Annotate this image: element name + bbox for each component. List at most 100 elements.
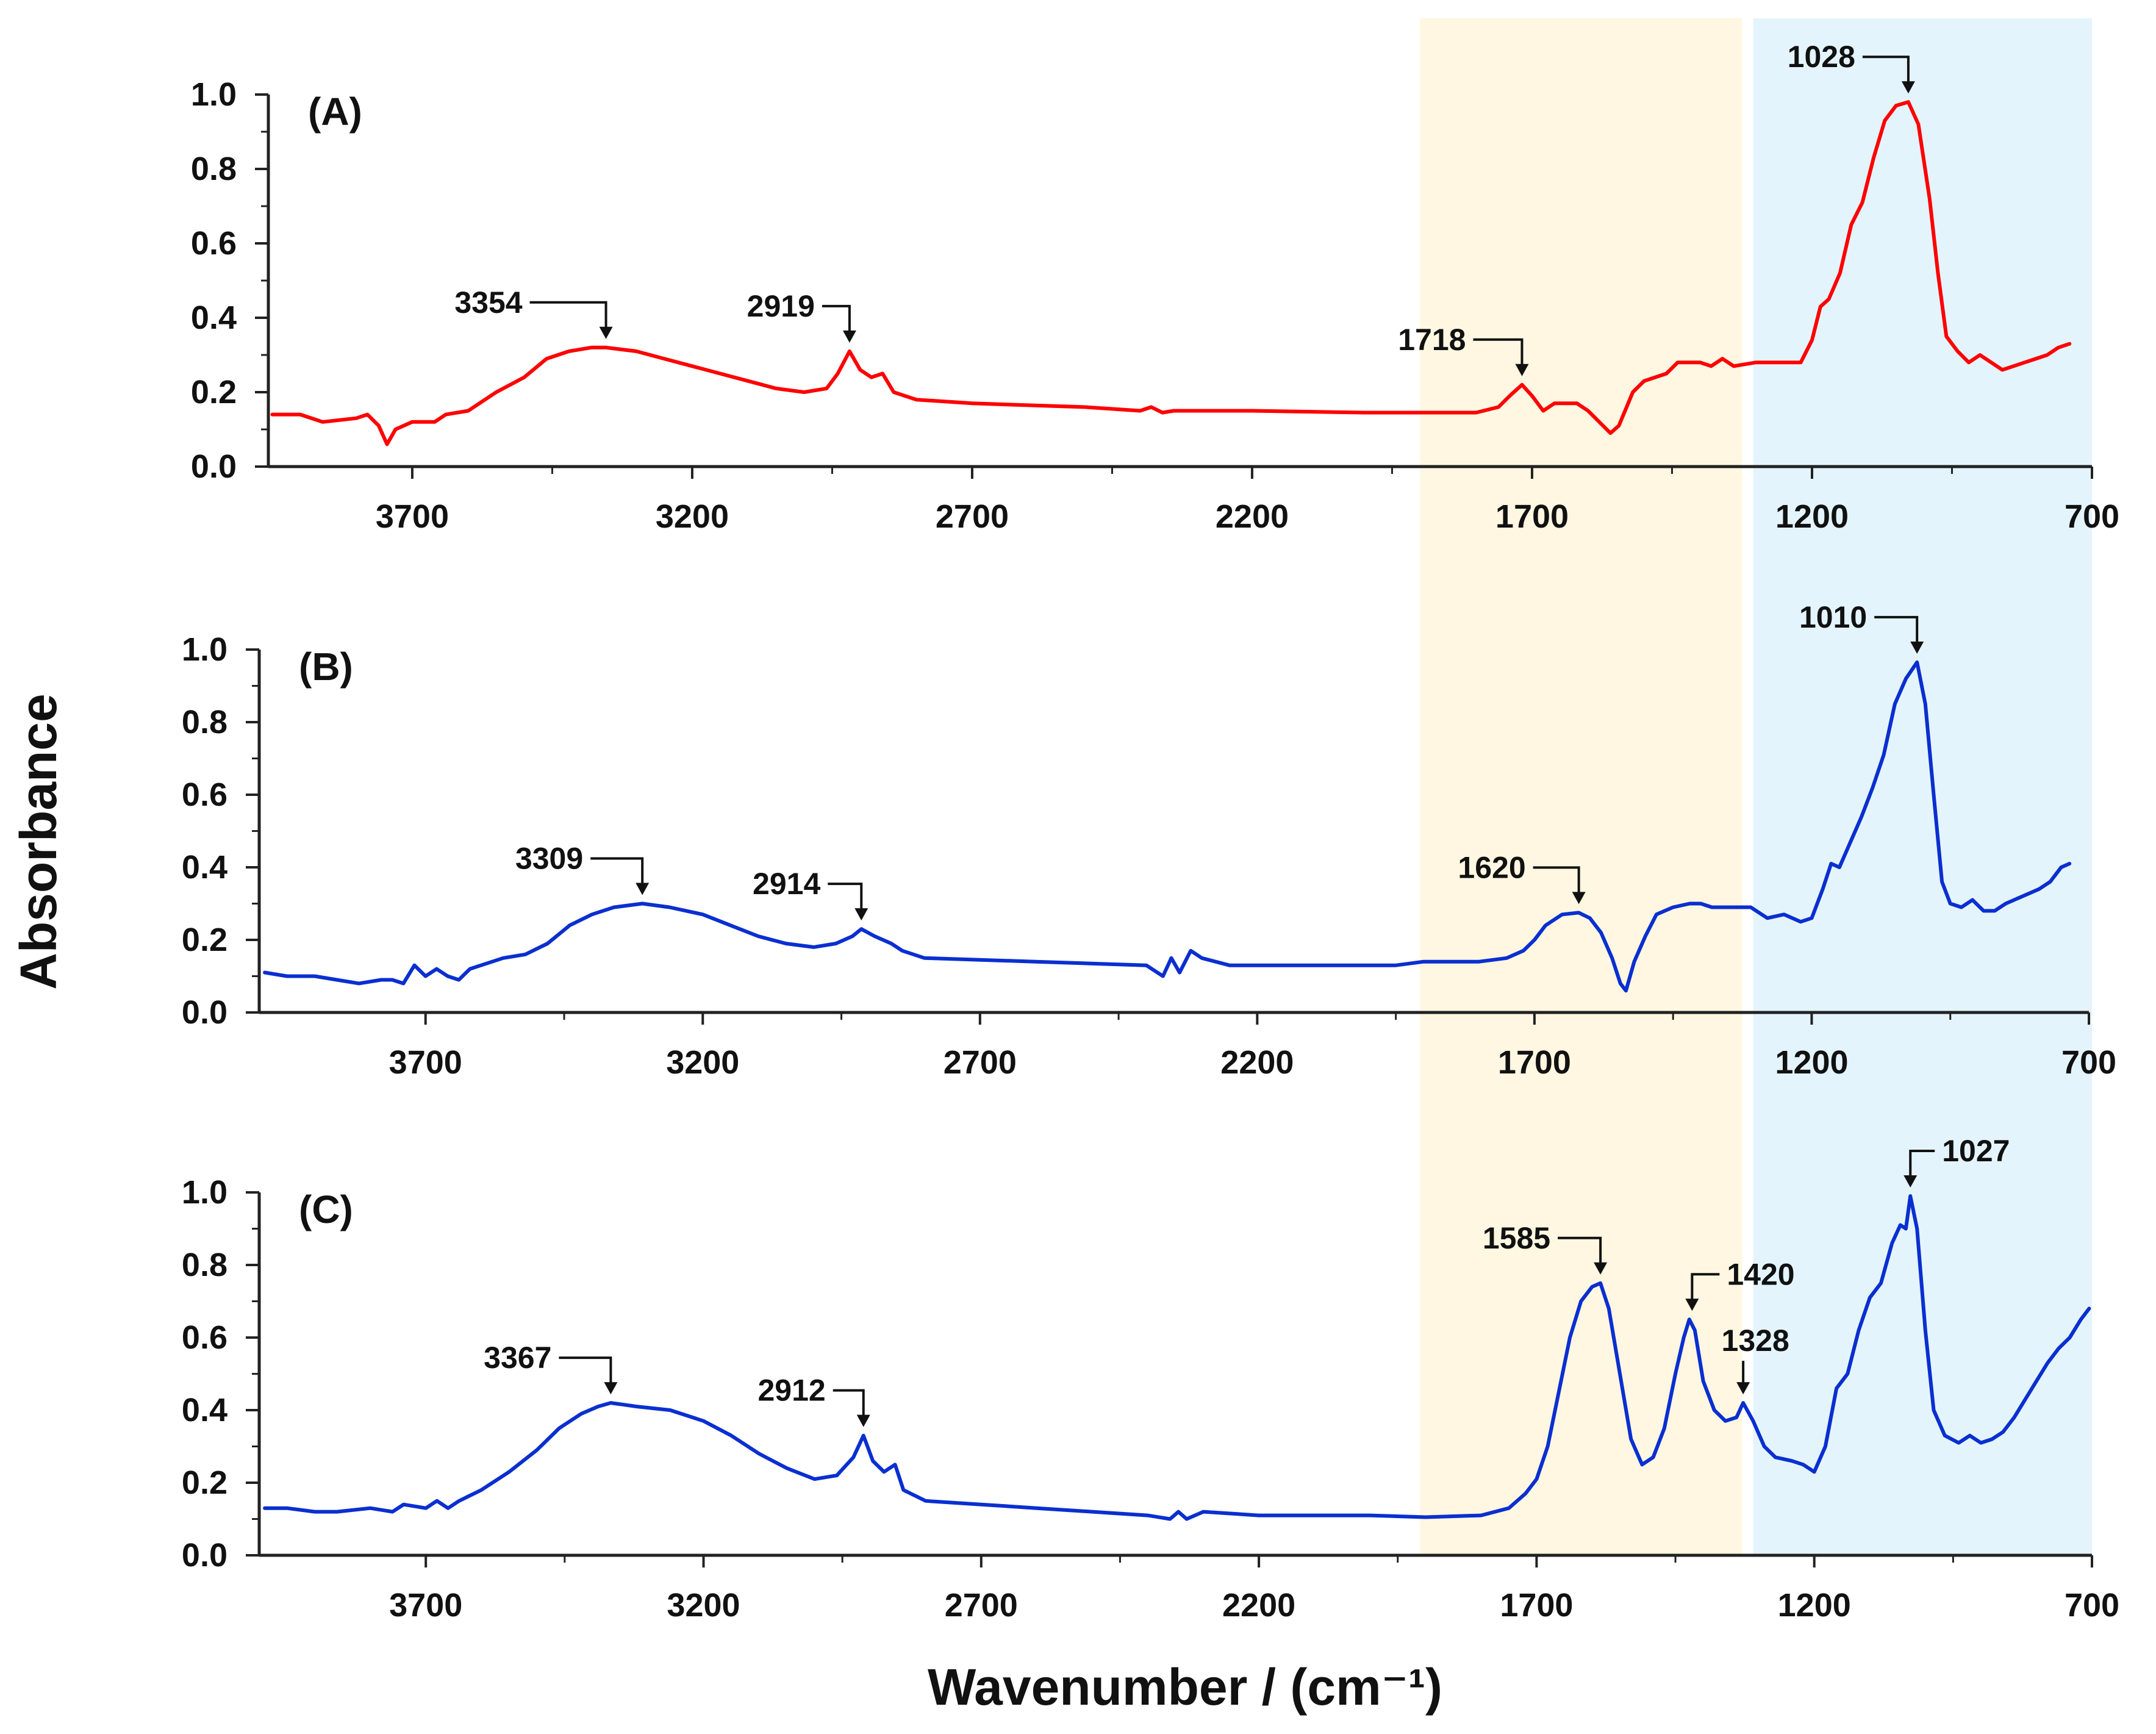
y-tick-label: 1.0 bbox=[182, 631, 227, 668]
y-tick-label: 0.0 bbox=[182, 1537, 227, 1574]
annotation-arrow bbox=[590, 857, 644, 884]
peak-annotation: 2912 bbox=[758, 1374, 870, 1427]
y-tick-label: 0.2 bbox=[191, 374, 237, 410]
annotation-label: 1420 bbox=[1727, 1257, 1794, 1291]
annotation-arrowhead bbox=[599, 326, 613, 339]
x-tick-label: 1700 bbox=[1500, 1587, 1573, 1624]
annotation-label: 1027 bbox=[1942, 1134, 2010, 1168]
y-tick-label: 0.2 bbox=[182, 1464, 227, 1501]
x-tick-label: 1200 bbox=[1775, 1044, 1848, 1081]
spectrum-line-C bbox=[263, 1194, 2091, 1521]
annotation-label: 2919 bbox=[747, 289, 815, 323]
highlight-bands bbox=[1420, 18, 2092, 1555]
peak-annotation: 3354 bbox=[454, 285, 613, 339]
x-tick-label: 3700 bbox=[376, 498, 449, 535]
peak-annotation: 1027 bbox=[1904, 1134, 2010, 1188]
annotation-arrowhead bbox=[1594, 1262, 1608, 1275]
peak-annotation: 1420 bbox=[1685, 1257, 1795, 1311]
y-tick-label: 1.0 bbox=[191, 76, 237, 113]
x-tick-label: 3200 bbox=[656, 498, 729, 535]
peak-annotation: 1328 bbox=[1722, 1324, 1789, 1395]
annotation-arrowhead bbox=[1901, 81, 1915, 94]
annotation-arrow bbox=[1558, 1236, 1602, 1264]
annotation-arrowhead bbox=[1736, 1382, 1750, 1395]
x-tick-label: 1700 bbox=[1495, 498, 1569, 535]
spectrum-line-A bbox=[270, 100, 2072, 446]
peak-annotation: 3309 bbox=[515, 842, 650, 895]
annotation-label: 3354 bbox=[454, 285, 522, 320]
annotation-label: 3367 bbox=[484, 1341, 551, 1375]
x-tick-label: 700 bbox=[2065, 1587, 2119, 1624]
y-tick-label: 0.2 bbox=[182, 922, 227, 958]
peak-annotation: 1028 bbox=[1788, 40, 1915, 94]
peak-annotation: 2919 bbox=[747, 289, 856, 343]
annotation-label: 1585 bbox=[1483, 1221, 1550, 1255]
y-tick-label: 0.4 bbox=[182, 849, 227, 886]
x-axis-title: Wavenumber / (cm⁻¹) bbox=[928, 1658, 1442, 1716]
annotation-arrowhead bbox=[1572, 892, 1586, 905]
x-tick-label: 3200 bbox=[666, 1044, 739, 1081]
x-tick-label: 2200 bbox=[1220, 1044, 1294, 1081]
annotation-arrow bbox=[559, 1356, 612, 1384]
annotation-label: 1620 bbox=[1458, 850, 1525, 884]
annotation-arrowhead bbox=[604, 1382, 618, 1395]
y-tick-label: 0.4 bbox=[191, 299, 237, 336]
y-tick-label: 0.6 bbox=[191, 225, 237, 262]
annotation-arrowhead bbox=[854, 908, 868, 921]
annotation-label: 2914 bbox=[753, 867, 820, 901]
annotation-arrow bbox=[1691, 1273, 1720, 1300]
panels: 0.0 0.2 0.4 0.6 0.8 1.0 3700 3200 2700 2200 1700 12… bbox=[182, 40, 2119, 1624]
x-tick-label: 1200 bbox=[1778, 1587, 1851, 1624]
y-tick-label: 1.0 bbox=[182, 1174, 227, 1211]
x-tick-label: 2200 bbox=[1216, 498, 1289, 535]
x-tick-label: 700 bbox=[2061, 1044, 2116, 1081]
peak-annotation: 1718 bbox=[1398, 323, 1529, 376]
x-tick-label: 1200 bbox=[1775, 498, 1849, 535]
annotation-arrowhead bbox=[1515, 364, 1529, 376]
y-axis-title: Absorbance bbox=[10, 693, 67, 989]
annotation-arrow bbox=[1473, 338, 1524, 365]
peak-annotation: 2914 bbox=[753, 867, 868, 921]
y-tick-label: 0.8 bbox=[182, 1247, 227, 1283]
y-tick-label: 0.0 bbox=[182, 994, 227, 1031]
x-tick-label: 2700 bbox=[945, 1587, 1018, 1624]
y-tick-label: 0.4 bbox=[182, 1392, 227, 1428]
annotation-arrowhead bbox=[842, 330, 856, 343]
annotation-label: 1328 bbox=[1722, 1324, 1789, 1358]
y-tick-label: 0.6 bbox=[182, 1319, 227, 1356]
annotation-arrow bbox=[833, 1389, 865, 1416]
annotation-arrowhead bbox=[636, 883, 650, 895]
annotation-arrow bbox=[1862, 56, 1910, 83]
panel-1: 0.0 0.2 0.4 0.6 0.8 1.0 3700 3200 2700 2200 1700 12… bbox=[182, 600, 2116, 1081]
y-tick-label: 0.8 bbox=[191, 151, 237, 187]
spectrum-line-B bbox=[263, 660, 2072, 993]
x-tick-label: 700 bbox=[2065, 498, 2119, 535]
annotation-arrowhead bbox=[1685, 1299, 1699, 1311]
annotation-label: 1718 bbox=[1398, 323, 1466, 357]
panel-label: (A) bbox=[308, 90, 362, 134]
annotation-arrow bbox=[1874, 615, 1919, 643]
annotation-arrow bbox=[822, 304, 851, 332]
annotation-arrow bbox=[828, 883, 863, 910]
panel-label: (B) bbox=[299, 645, 353, 689]
annotation-arrow bbox=[1533, 866, 1580, 894]
annotation-label: 3309 bbox=[515, 842, 583, 876]
peak-annotation: 3367 bbox=[484, 1341, 618, 1395]
annotation-arrowhead bbox=[856, 1414, 870, 1427]
x-tick-label: 2700 bbox=[936, 498, 1009, 535]
x-tick-label: 2700 bbox=[944, 1044, 1017, 1081]
x-tick-label: 2200 bbox=[1222, 1587, 1295, 1624]
panel-0: 0.0 0.2 0.4 0.6 0.8 1.0 3700 3200 2700 2200 1700 12… bbox=[191, 40, 2119, 535]
panel-2: 0.0 0.2 0.4 0.6 0.8 1.0 3700 3200 2700 2200 1700 12… bbox=[182, 1134, 2119, 1624]
annotation-label: 1028 bbox=[1788, 40, 1855, 74]
y-tick-label: 0.8 bbox=[182, 704, 227, 740]
x-tick-label: 3200 bbox=[667, 1587, 740, 1624]
annotation-label: 2912 bbox=[758, 1374, 826, 1408]
highlight-band-blue bbox=[1753, 18, 2092, 1555]
peak-annotation: 1010 bbox=[1799, 600, 1924, 654]
peak-annotation: 1585 bbox=[1483, 1221, 1608, 1275]
x-tick-label: 3700 bbox=[389, 1587, 462, 1624]
annotation-arrowhead bbox=[1910, 641, 1924, 654]
annotation-label: 1010 bbox=[1799, 600, 1867, 634]
